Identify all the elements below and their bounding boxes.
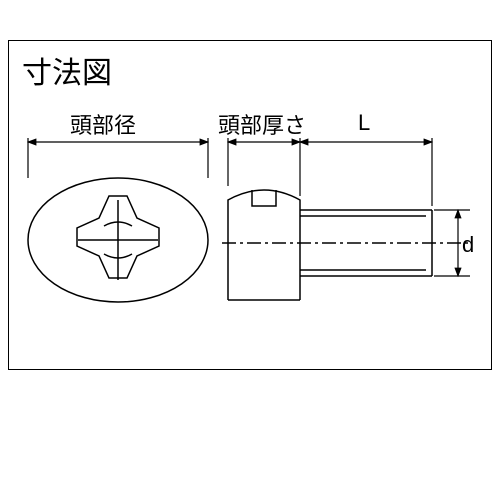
dim-head-thickness <box>228 138 300 196</box>
side-view <box>222 190 468 300</box>
diagram-container: 寸法図 頭部径 頭部厚さ L d <box>0 0 500 500</box>
dim-head-diameter <box>28 138 208 178</box>
top-view <box>28 178 208 302</box>
dim-length <box>300 138 432 206</box>
diagram-svg <box>0 0 500 500</box>
